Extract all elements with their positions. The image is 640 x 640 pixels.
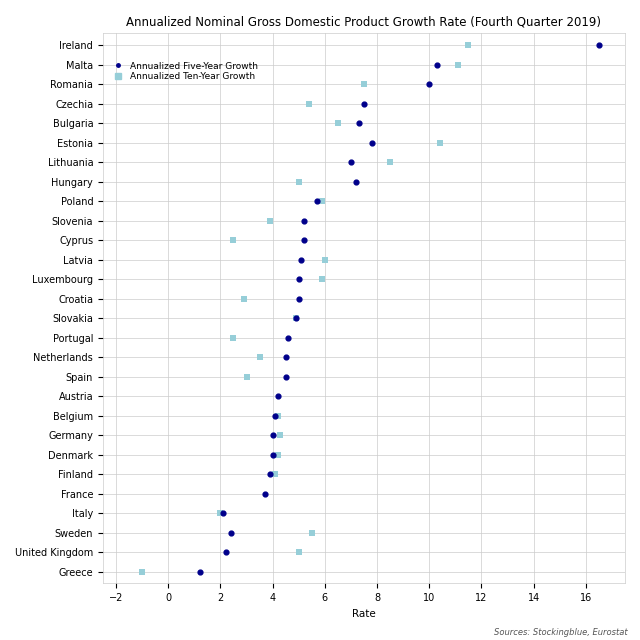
X-axis label: Rate: Rate: [352, 609, 376, 619]
Point: [241, 371, 252, 381]
Point: [226, 527, 236, 538]
Point: [333, 118, 343, 128]
Point: [283, 332, 293, 342]
Point: [221, 547, 231, 557]
Point: [239, 294, 249, 304]
Point: [273, 449, 283, 460]
Point: [294, 177, 304, 187]
Point: [270, 410, 280, 420]
Point: [215, 508, 225, 518]
Point: [228, 332, 239, 342]
Legend: Annualized Five-Year Growth, Annualized Ten-Year Growth: Annualized Five-Year Growth, Annualized …: [108, 60, 260, 83]
Point: [294, 294, 304, 304]
Point: [317, 196, 327, 206]
Point: [435, 138, 445, 148]
Point: [453, 60, 463, 70]
Point: [273, 391, 283, 401]
Point: [296, 255, 307, 265]
Point: [260, 488, 270, 499]
Point: [268, 449, 278, 460]
Point: [463, 40, 474, 50]
Point: [432, 60, 442, 70]
Point: [299, 216, 309, 226]
Point: [307, 527, 317, 538]
Point: [280, 371, 291, 381]
Point: [268, 430, 278, 440]
Point: [255, 352, 265, 362]
Point: [273, 410, 283, 420]
Point: [195, 566, 205, 577]
Point: [291, 313, 301, 323]
Point: [424, 79, 435, 89]
Point: [265, 216, 275, 226]
Point: [312, 196, 322, 206]
Point: [218, 508, 228, 518]
Point: [320, 255, 330, 265]
Point: [294, 274, 304, 284]
Point: [354, 118, 364, 128]
Point: [346, 157, 356, 167]
Point: [317, 274, 327, 284]
Point: [294, 547, 304, 557]
Point: [594, 40, 604, 50]
Point: [359, 99, 369, 109]
Text: Sources: Stockingblue, Eurostat: Sources: Stockingblue, Eurostat: [493, 628, 627, 637]
Point: [275, 430, 285, 440]
Point: [385, 157, 396, 167]
Point: [228, 235, 239, 245]
Point: [137, 566, 147, 577]
Point: [351, 177, 361, 187]
Point: [304, 99, 314, 109]
Point: [270, 469, 280, 479]
Point: [291, 313, 301, 323]
Title: Annualized Nominal Gross Domestic Product Growth Rate (Fourth Quarter 2019): Annualized Nominal Gross Domestic Produc…: [127, 15, 602, 28]
Point: [359, 79, 369, 89]
Point: [280, 352, 291, 362]
Point: [367, 138, 377, 148]
Point: [299, 235, 309, 245]
Point: [265, 469, 275, 479]
